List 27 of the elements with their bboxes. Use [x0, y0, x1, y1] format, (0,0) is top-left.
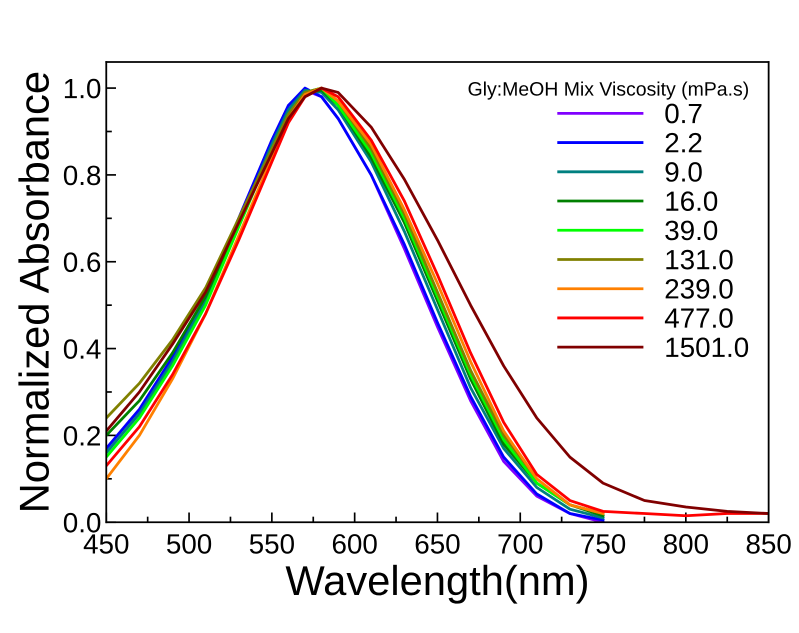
- x-tick-label: 500: [167, 534, 212, 554]
- x-tick-label: 850: [746, 534, 791, 554]
- x-axis-title: Wavelength(nm): [286, 564, 587, 604]
- legend-label: 239.0: [666, 279, 733, 299]
- y-tick-label: 0.4: [64, 339, 101, 359]
- y-tick-label: 0.6: [64, 252, 100, 272]
- y-tick-label: 0.0: [64, 512, 100, 533]
- legend-label: 16.0: [666, 191, 718, 212]
- x-tick-label: 700: [498, 534, 542, 554]
- legend-label: 131.0: [666, 250, 733, 270]
- x-tick-label: 450: [84, 534, 128, 554]
- x-tick-label: 800: [664, 534, 708, 554]
- legend-title: Gly:MeOH Mix Viscosity (mPa.s): [468, 81, 748, 100]
- x-tick-label: 750: [581, 534, 626, 554]
- legend-label: 477.0: [664, 308, 733, 328]
- y-axis-title: Normalized Absorbance: [18, 72, 50, 510]
- legend-label: 0.7: [665, 104, 702, 124]
- legend-label: 2.2: [666, 132, 702, 152]
- y-tick-label: 0.2: [64, 426, 100, 446]
- legend-label: 1501.0: [666, 337, 748, 358]
- legend-label: 9.0: [666, 162, 702, 182]
- x-tick-label: 600: [332, 534, 377, 554]
- y-tick-label: 1.0: [64, 78, 100, 98]
- y-tick-label: 0.8: [64, 166, 100, 186]
- x-tick-label: 550: [250, 534, 294, 554]
- legend-label: 39.0: [665, 220, 718, 240]
- x-tick-label: 650: [416, 534, 460, 554]
